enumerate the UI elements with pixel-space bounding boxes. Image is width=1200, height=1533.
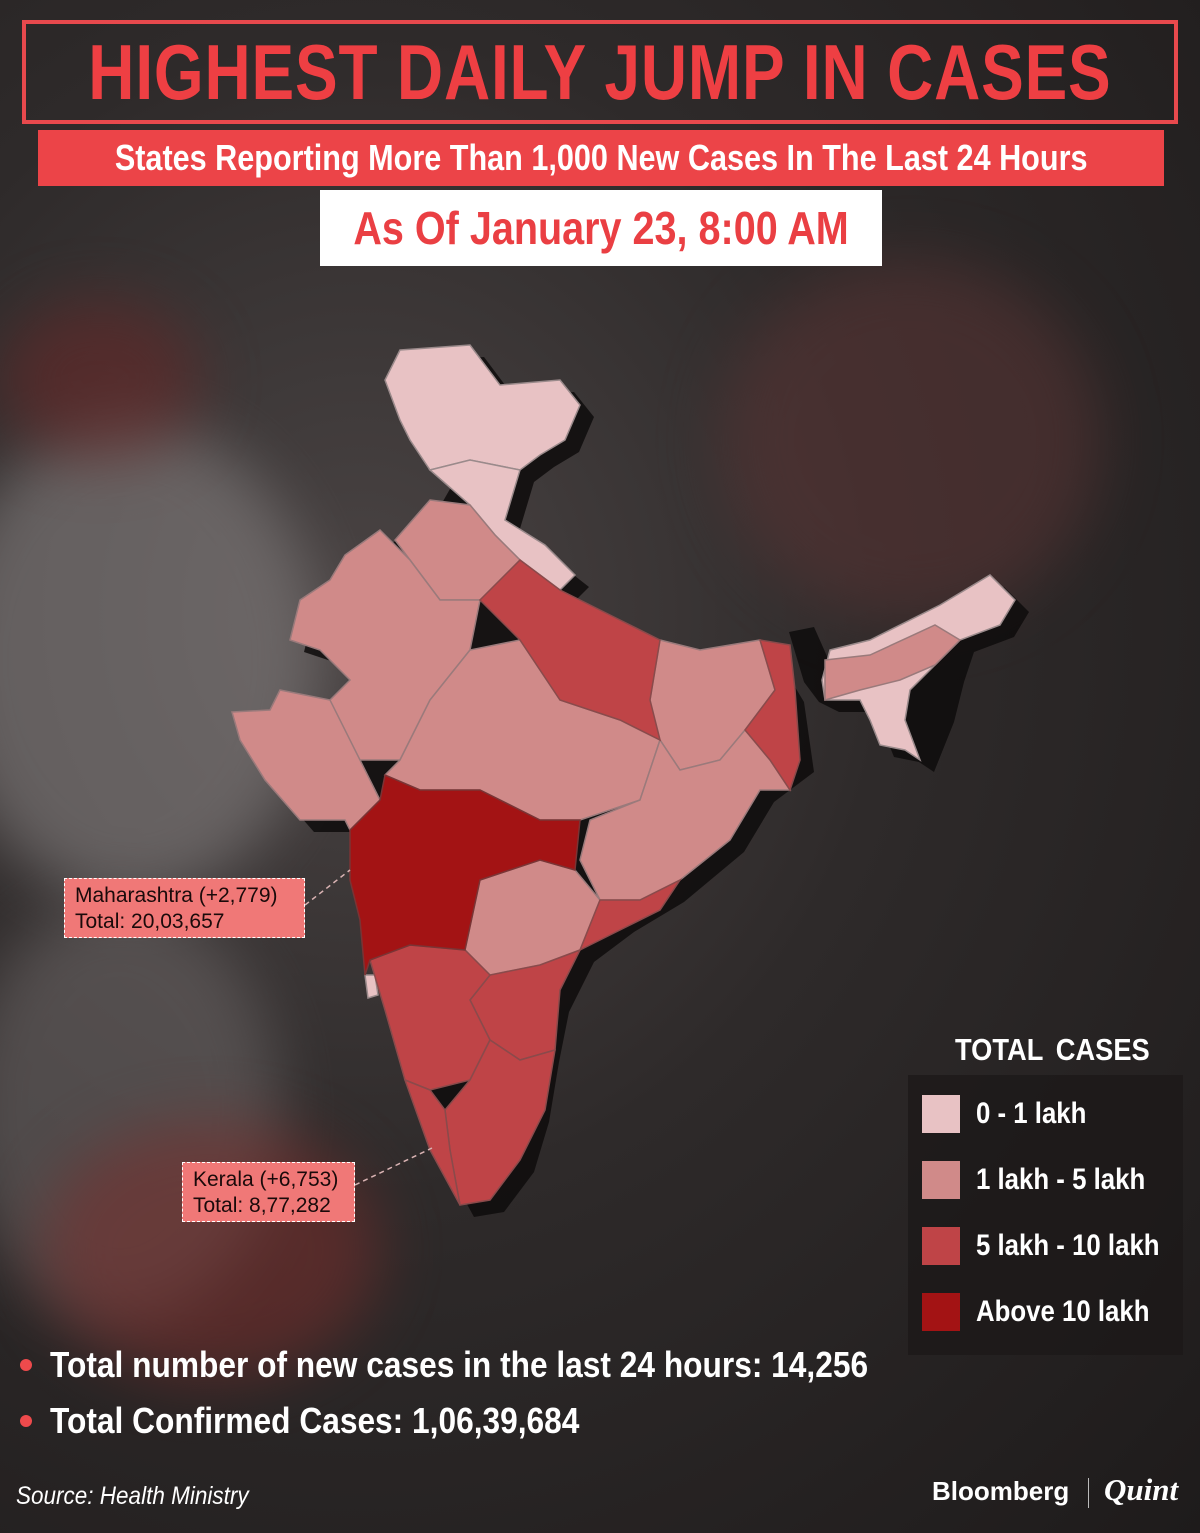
callout-maharashtra-line2: Total: 20,03,657: [75, 910, 225, 933]
stat-total-cases-text: Total Confirmed Cases: 1,06,39,684: [50, 1400, 580, 1441]
legend-swatch: [922, 1095, 960, 1133]
callout-leader-maharashtra: [304, 869, 351, 906]
date-label: As Of January 23, 8:00 AM: [353, 202, 849, 254]
legend-swatch: [922, 1293, 960, 1331]
legend-item: Above 10 lakh: [922, 1293, 1178, 1331]
region-high: [369, 559, 801, 1206]
bg-virus-texture: [0, 420, 320, 900]
callout-kerala: Kerala (+6,753) Total: 8,77,282: [182, 1162, 355, 1222]
bg-virus-texture: [720, 260, 1100, 620]
page-title: HIGHEST DAILY JUMP IN CASES: [88, 27, 1112, 116]
brand-logo-secondary: Quint: [1104, 1472, 1179, 1507]
legend-swatch: [922, 1227, 960, 1265]
bullet-dot: [20, 1359, 32, 1371]
state-karnataka: [369, 944, 492, 1091]
state-goa: [364, 974, 379, 999]
stat-new-cases-text: Total number of new cases in the last 24…: [50, 1344, 869, 1385]
state-meghalaya-strip: [824, 624, 962, 701]
state-chhattisgarh-odisha: [579, 728, 792, 901]
legend-label: 1 lakh - 5 lakh: [976, 1163, 1146, 1196]
date-box: As Of January 23, 8:00 AM: [320, 190, 882, 266]
state-west-bengal: [744, 639, 801, 792]
state-kerala: [403, 1078, 461, 1206]
callout-maharashtra: Maharashtra (+2,779) Total: 20,03,657: [64, 878, 305, 938]
brand-divider: [1088, 1478, 1089, 1508]
legend-item: 0 - 1 lakh: [922, 1095, 1104, 1133]
page-subtitle: States Reporting More Than 1,000 New Cas…: [114, 137, 1088, 178]
legend-label: 0 - 1 lakh: [976, 1097, 1087, 1130]
stat-new-cases: Total number of new cases in the last 24…: [20, 1344, 980, 1386]
region-highest: [349, 773, 581, 976]
callout-maharashtra-line1: Maharashtra (+2,779): [75, 884, 278, 907]
legend-item: 5 lakh - 10 lakh: [922, 1227, 1189, 1265]
state-maharashtra: [349, 773, 581, 976]
brand-logo-primary: Bloomberg: [932, 1476, 1070, 1506]
callout-leader-kerala: [354, 1147, 433, 1186]
legend-label: 5 lakh - 10 lakh: [976, 1229, 1160, 1262]
legend-item: 1 lakh - 5 lakh: [922, 1161, 1173, 1199]
legend-swatch: [922, 1161, 960, 1199]
bg-virus-texture: [0, 300, 200, 460]
subtitle-bar: States Reporting More Than 1,000 New Cas…: [38, 130, 1164, 186]
legend-title: TOTAL CASES: [955, 1032, 1150, 1067]
bullet-dot: [20, 1415, 32, 1427]
legend-panel: 0 - 1 lakh 1 lakh - 5 lakh 5 lakh - 10 l…: [908, 1075, 1183, 1355]
state-uttar-pradesh: [478, 559, 662, 742]
callout-kerala-line2: Total: 8,77,282: [193, 1194, 331, 1217]
callout-kerala-line1: Kerala (+6,753): [193, 1168, 339, 1191]
state-jammu-kashmir: [384, 344, 581, 471]
stat-total-cases: Total Confirmed Cases: 1,06,39,684: [20, 1400, 652, 1442]
title-frame: HIGHEST DAILY JUMP IN CASES: [22, 20, 1178, 124]
legend-label: Above 10 lakh: [976, 1295, 1150, 1328]
callout-leaders: [304, 869, 433, 1186]
source-note: Source: Health Ministry: [16, 1482, 249, 1510]
region-medium: [231, 499, 962, 976]
